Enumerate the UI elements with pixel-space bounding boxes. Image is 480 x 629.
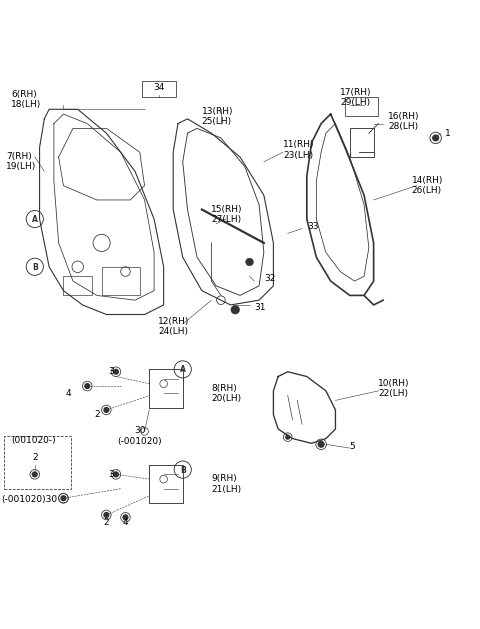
Text: 31: 31	[254, 303, 266, 312]
Circle shape	[33, 472, 37, 477]
Text: 14(RH)
26(LH): 14(RH) 26(LH)	[412, 176, 443, 196]
Text: 2: 2	[94, 410, 100, 419]
Text: 3: 3	[108, 470, 114, 479]
Text: 7(RH)
19(LH): 7(RH) 19(LH)	[6, 152, 36, 172]
Text: A: A	[180, 365, 186, 374]
Circle shape	[433, 135, 439, 141]
Circle shape	[104, 513, 109, 517]
Text: 12(RH)
24(LH): 12(RH) 24(LH)	[157, 317, 189, 336]
Text: 32: 32	[264, 274, 275, 283]
Text: 9(RH)
21(LH): 9(RH) 21(LH)	[211, 474, 241, 494]
Circle shape	[318, 442, 324, 447]
Text: (001020-): (001020-)	[11, 437, 56, 445]
Text: 4: 4	[65, 389, 71, 398]
Text: 30
(-001020): 30 (-001020)	[118, 426, 162, 446]
Text: 2: 2	[104, 518, 109, 526]
Text: 6(RH)
18(LH): 6(RH) 18(LH)	[11, 90, 41, 109]
Text: 11(RH)
23(LH): 11(RH) 23(LH)	[283, 140, 314, 160]
Text: 13(RH)
25(LH): 13(RH) 25(LH)	[202, 107, 233, 126]
Text: 5: 5	[350, 442, 356, 451]
Text: 8(RH)
20(LH): 8(RH) 20(LH)	[211, 384, 241, 403]
Text: B: B	[32, 263, 37, 272]
Circle shape	[61, 496, 66, 501]
Text: 16(RH)
28(LH): 16(RH) 28(LH)	[388, 111, 420, 131]
Text: B: B	[180, 465, 186, 474]
Text: 34: 34	[153, 83, 165, 92]
Text: 3: 3	[108, 367, 114, 376]
Circle shape	[231, 306, 240, 314]
Text: 2: 2	[32, 453, 37, 462]
Circle shape	[114, 369, 118, 374]
Text: 10(RH)
22(LH): 10(RH) 22(LH)	[378, 379, 410, 398]
Text: 1: 1	[445, 129, 451, 138]
Text: 15(RH)
27(LH): 15(RH) 27(LH)	[211, 204, 243, 224]
Circle shape	[246, 258, 253, 266]
Circle shape	[85, 384, 90, 389]
Circle shape	[123, 515, 128, 520]
Text: 33: 33	[307, 221, 318, 231]
Text: 17(RH)
29(LH): 17(RH) 29(LH)	[340, 87, 372, 107]
Circle shape	[104, 408, 109, 413]
Circle shape	[114, 472, 118, 477]
Circle shape	[286, 435, 289, 439]
Text: (-001020)30: (-001020)30	[1, 494, 58, 504]
Text: 4: 4	[123, 518, 128, 526]
Text: A: A	[32, 215, 38, 224]
